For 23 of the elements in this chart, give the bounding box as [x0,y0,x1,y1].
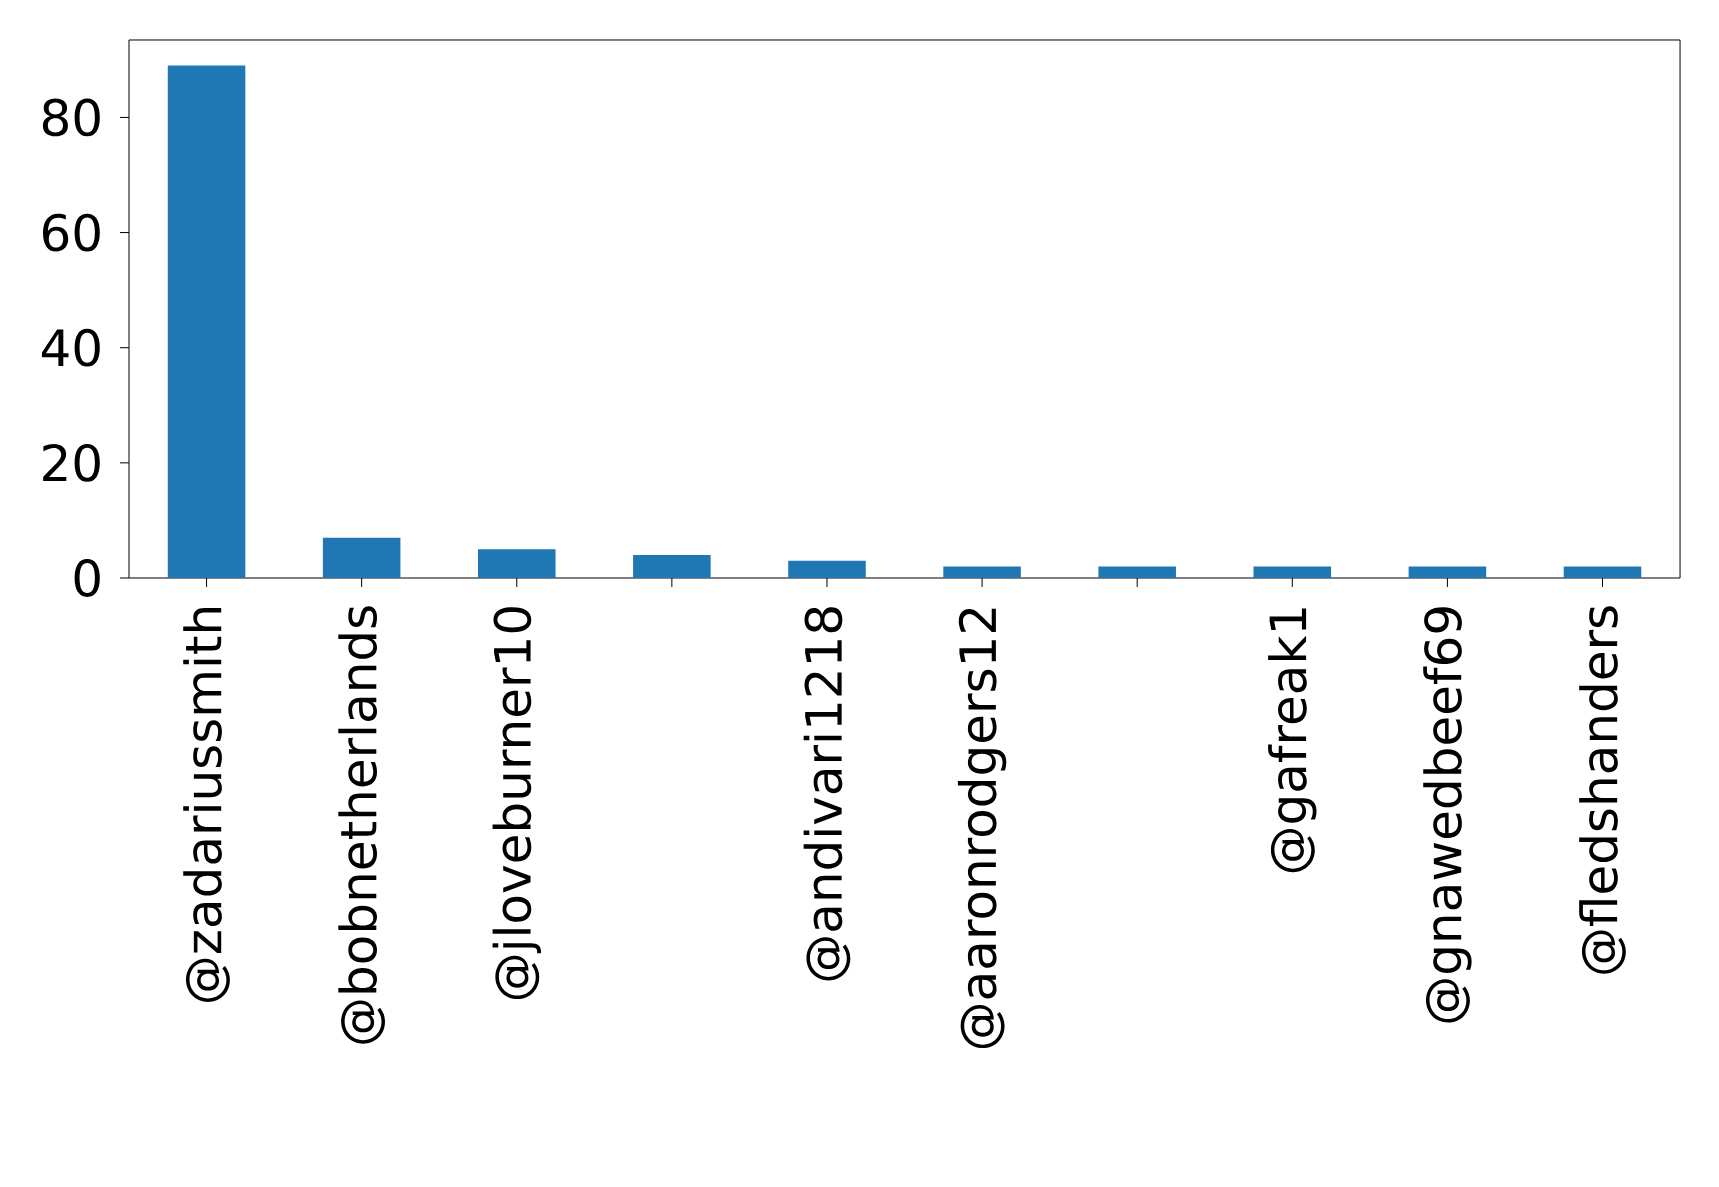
x-tick-label: @fledshanders [1579,606,1626,974]
y-tick-label: 40 [41,328,100,367]
bar [788,560,866,578]
y-tick-label: 20 [43,443,100,482]
y-tick-label: 80 [42,98,100,137]
bar [167,65,246,578]
x-tick-label: @aaronrodgers12 [957,608,1007,1049]
x-tick-label: @andivari1218 [803,607,851,981]
x-tick-label: @jloveburner10 [492,607,541,1000]
bar [477,549,556,578]
bar [1253,566,1332,578]
x-tick-label: @zadariussmith [183,608,230,1002]
x-tick-label: @gnawedbeef69 [1423,607,1472,1023]
bar [633,554,711,578]
bar [1563,566,1642,578]
y-tick-label: 0 [74,559,100,597]
bar [1098,566,1176,578]
y-tick-label: 60 [43,213,100,252]
bar [322,537,401,578]
bar [943,566,1021,578]
x-tick-label: @bobnetherlands [338,606,385,1044]
x-tick-label: @gafreak1 [1268,608,1317,873]
bar [1408,566,1487,578]
